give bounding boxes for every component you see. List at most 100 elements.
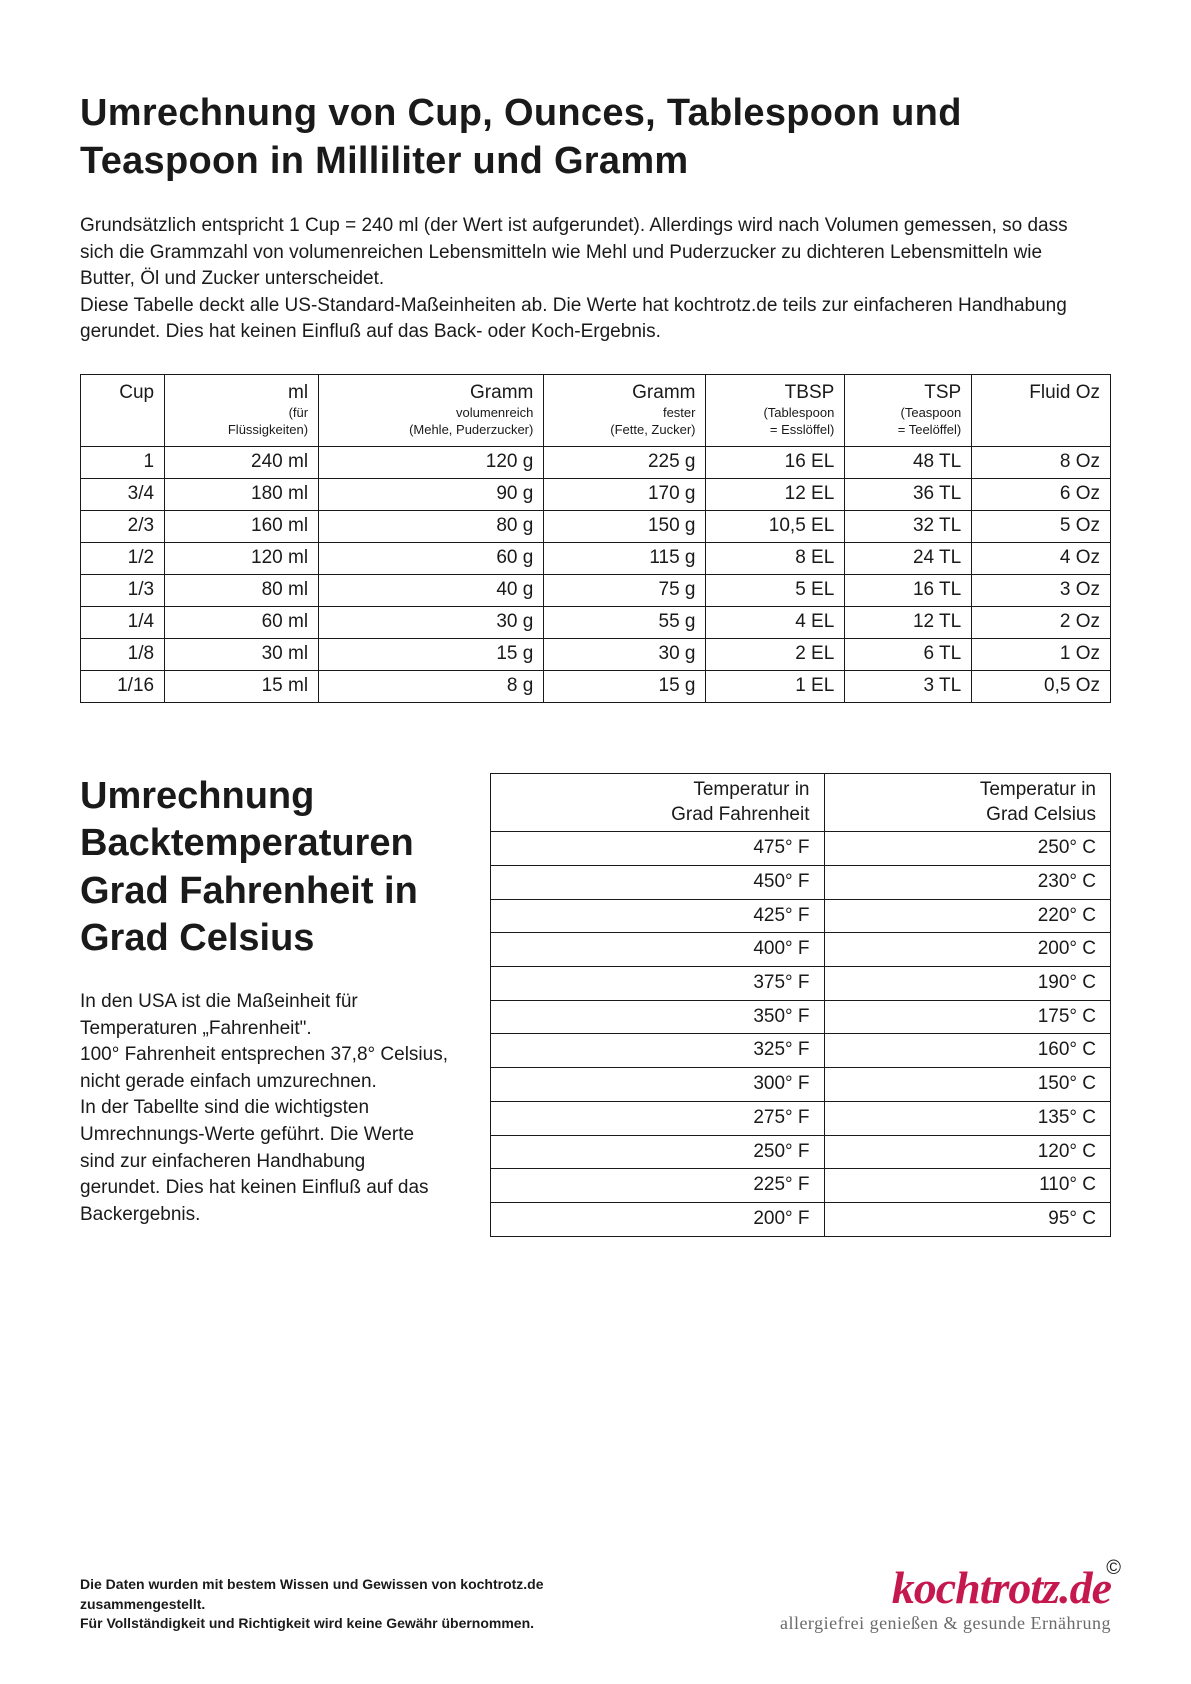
table-cell: 10,5 EL bbox=[706, 510, 845, 542]
table-row: 400° F200° C bbox=[491, 933, 1111, 967]
table-cell: 80 g bbox=[319, 510, 544, 542]
table-row: 425° F220° C bbox=[491, 899, 1111, 933]
table-cell: 150 g bbox=[544, 510, 706, 542]
table-cell: 180 ml bbox=[165, 478, 319, 510]
table-row: 1/1615 ml8 g15 g1 EL3 TL0,5 Oz bbox=[81, 670, 1111, 702]
table-cell: 12 TL bbox=[845, 606, 972, 638]
table-header: ml(fürFlüssigkeiten) bbox=[165, 374, 319, 446]
table-cell: 48 TL bbox=[845, 446, 972, 478]
table-row: 350° F175° C bbox=[491, 1000, 1111, 1034]
table-cell: 170 g bbox=[544, 478, 706, 510]
table-cell: 3/4 bbox=[81, 478, 165, 510]
table-cell: 8 EL bbox=[706, 542, 845, 574]
table-cell: 400° F bbox=[491, 933, 825, 967]
conversion-table: Cupml(fürFlüssigkeiten)Grammvolumenreich… bbox=[80, 374, 1111, 703]
table-cell: 0,5 Oz bbox=[972, 670, 1111, 702]
table-cell: 240 ml bbox=[165, 446, 319, 478]
table-cell: 190° C bbox=[824, 967, 1111, 1001]
table-cell: 120 ml bbox=[165, 542, 319, 574]
table-cell: 32 TL bbox=[845, 510, 972, 542]
table-cell: 4 Oz bbox=[972, 542, 1111, 574]
table-cell: 16 TL bbox=[845, 574, 972, 606]
table-header: Grammfester(Fette, Zucker) bbox=[544, 374, 706, 446]
temperature-table: Temperatur inGrad FahrenheitTemperatur i… bbox=[490, 773, 1111, 1237]
table-cell: 6 Oz bbox=[972, 478, 1111, 510]
table-cell: 475° F bbox=[491, 832, 825, 866]
table-header: Fluid Oz bbox=[972, 374, 1111, 446]
table-cell: 8 Oz bbox=[972, 446, 1111, 478]
table-row: 250° F120° C bbox=[491, 1135, 1111, 1169]
table-cell: 425° F bbox=[491, 899, 825, 933]
table-cell: 95° C bbox=[824, 1202, 1111, 1236]
table-cell: 30 g bbox=[319, 606, 544, 638]
temp-heading: Umrechnung Backtemperaturen Grad Fahrenh… bbox=[80, 773, 450, 963]
copyright-icon: © bbox=[1106, 1557, 1121, 1580]
table-cell: 40 g bbox=[319, 574, 544, 606]
table-cell: 450° F bbox=[491, 866, 825, 900]
table-cell: 15 ml bbox=[165, 670, 319, 702]
table-cell: 1 bbox=[81, 446, 165, 478]
table-cell: 30 g bbox=[544, 638, 706, 670]
table-row: 450° F230° C bbox=[491, 866, 1111, 900]
table-cell: 200° F bbox=[491, 1202, 825, 1236]
table-row: 225° F110° C bbox=[491, 1169, 1111, 1203]
table-cell: 120° C bbox=[824, 1135, 1111, 1169]
table-cell: 2 EL bbox=[706, 638, 845, 670]
table-cell: 1/2 bbox=[81, 542, 165, 574]
table-cell: 60 ml bbox=[165, 606, 319, 638]
table-row: 300° F150° C bbox=[491, 1068, 1111, 1102]
table-cell: 135° C bbox=[824, 1101, 1111, 1135]
table-header: TSP(Teaspoon= Teelöffel) bbox=[845, 374, 972, 446]
table-row: 275° F135° C bbox=[491, 1101, 1111, 1135]
brand-tagline: allergiefrei genießen & gesunde Ernährun… bbox=[780, 1613, 1111, 1634]
table-cell: 115 g bbox=[544, 542, 706, 574]
table-cell: 24 TL bbox=[845, 542, 972, 574]
brand-name: kochtrotz.de bbox=[780, 1565, 1111, 1611]
table-cell: 275° F bbox=[491, 1101, 825, 1135]
table-cell: 3 TL bbox=[845, 670, 972, 702]
table-cell: 175° C bbox=[824, 1000, 1111, 1034]
table-row: 3/4180 ml90 g170 g12 EL36 TL6 Oz bbox=[81, 478, 1111, 510]
table-cell: 16 EL bbox=[706, 446, 845, 478]
table-cell: 36 TL bbox=[845, 478, 972, 510]
table-header: Grammvolumenreich(Mehle, Puderzucker) bbox=[319, 374, 544, 446]
table-cell: 2 Oz bbox=[972, 606, 1111, 638]
table-cell: 80 ml bbox=[165, 574, 319, 606]
table-header: Temperatur inGrad Celsius bbox=[824, 773, 1111, 831]
table-header: TBSP(Tablespoon= Esslöffel) bbox=[706, 374, 845, 446]
table-cell: 2/3 bbox=[81, 510, 165, 542]
page-title: Umrechnung von Cup, Ounces, Tablespoon u… bbox=[80, 90, 1111, 185]
table-row: 325° F160° C bbox=[491, 1034, 1111, 1068]
table-header: Temperatur inGrad Fahrenheit bbox=[491, 773, 825, 831]
table-cell: 300° F bbox=[491, 1068, 825, 1102]
table-cell: 5 EL bbox=[706, 574, 845, 606]
table-cell: 250° C bbox=[824, 832, 1111, 866]
table-row: 375° F190° C bbox=[491, 967, 1111, 1001]
table-cell: 90 g bbox=[319, 478, 544, 510]
table-cell: 1/8 bbox=[81, 638, 165, 670]
table-cell: 1 EL bbox=[706, 670, 845, 702]
table-cell: 230° C bbox=[824, 866, 1111, 900]
table-cell: 15 g bbox=[319, 638, 544, 670]
table-cell: 6 TL bbox=[845, 638, 972, 670]
table-cell: 225° F bbox=[491, 1169, 825, 1203]
temp-body: In den USA ist die Maßeinheit für Temper… bbox=[80, 989, 450, 1228]
table-cell: 120 g bbox=[319, 446, 544, 478]
table-cell: 1/4 bbox=[81, 606, 165, 638]
table-cell: 160° C bbox=[824, 1034, 1111, 1068]
table-cell: 75 g bbox=[544, 574, 706, 606]
table-cell: 60 g bbox=[319, 542, 544, 574]
table-cell: 1 Oz bbox=[972, 638, 1111, 670]
table-cell: 350° F bbox=[491, 1000, 825, 1034]
table-cell: 30 ml bbox=[165, 638, 319, 670]
table-row: 1/380 ml40 g75 g5 EL16 TL3 Oz bbox=[81, 574, 1111, 606]
table-row: 200° F95° C bbox=[491, 1202, 1111, 1236]
table-row: 1/460 ml30 g55 g4 EL12 TL2 Oz bbox=[81, 606, 1111, 638]
table-row: 2/3160 ml80 g150 g10,5 EL32 TL5 Oz bbox=[81, 510, 1111, 542]
table-cell: 4 EL bbox=[706, 606, 845, 638]
table-cell: 12 EL bbox=[706, 478, 845, 510]
table-cell: 375° F bbox=[491, 967, 825, 1001]
table-cell: 200° C bbox=[824, 933, 1111, 967]
table-cell: 8 g bbox=[319, 670, 544, 702]
table-cell: 15 g bbox=[544, 670, 706, 702]
